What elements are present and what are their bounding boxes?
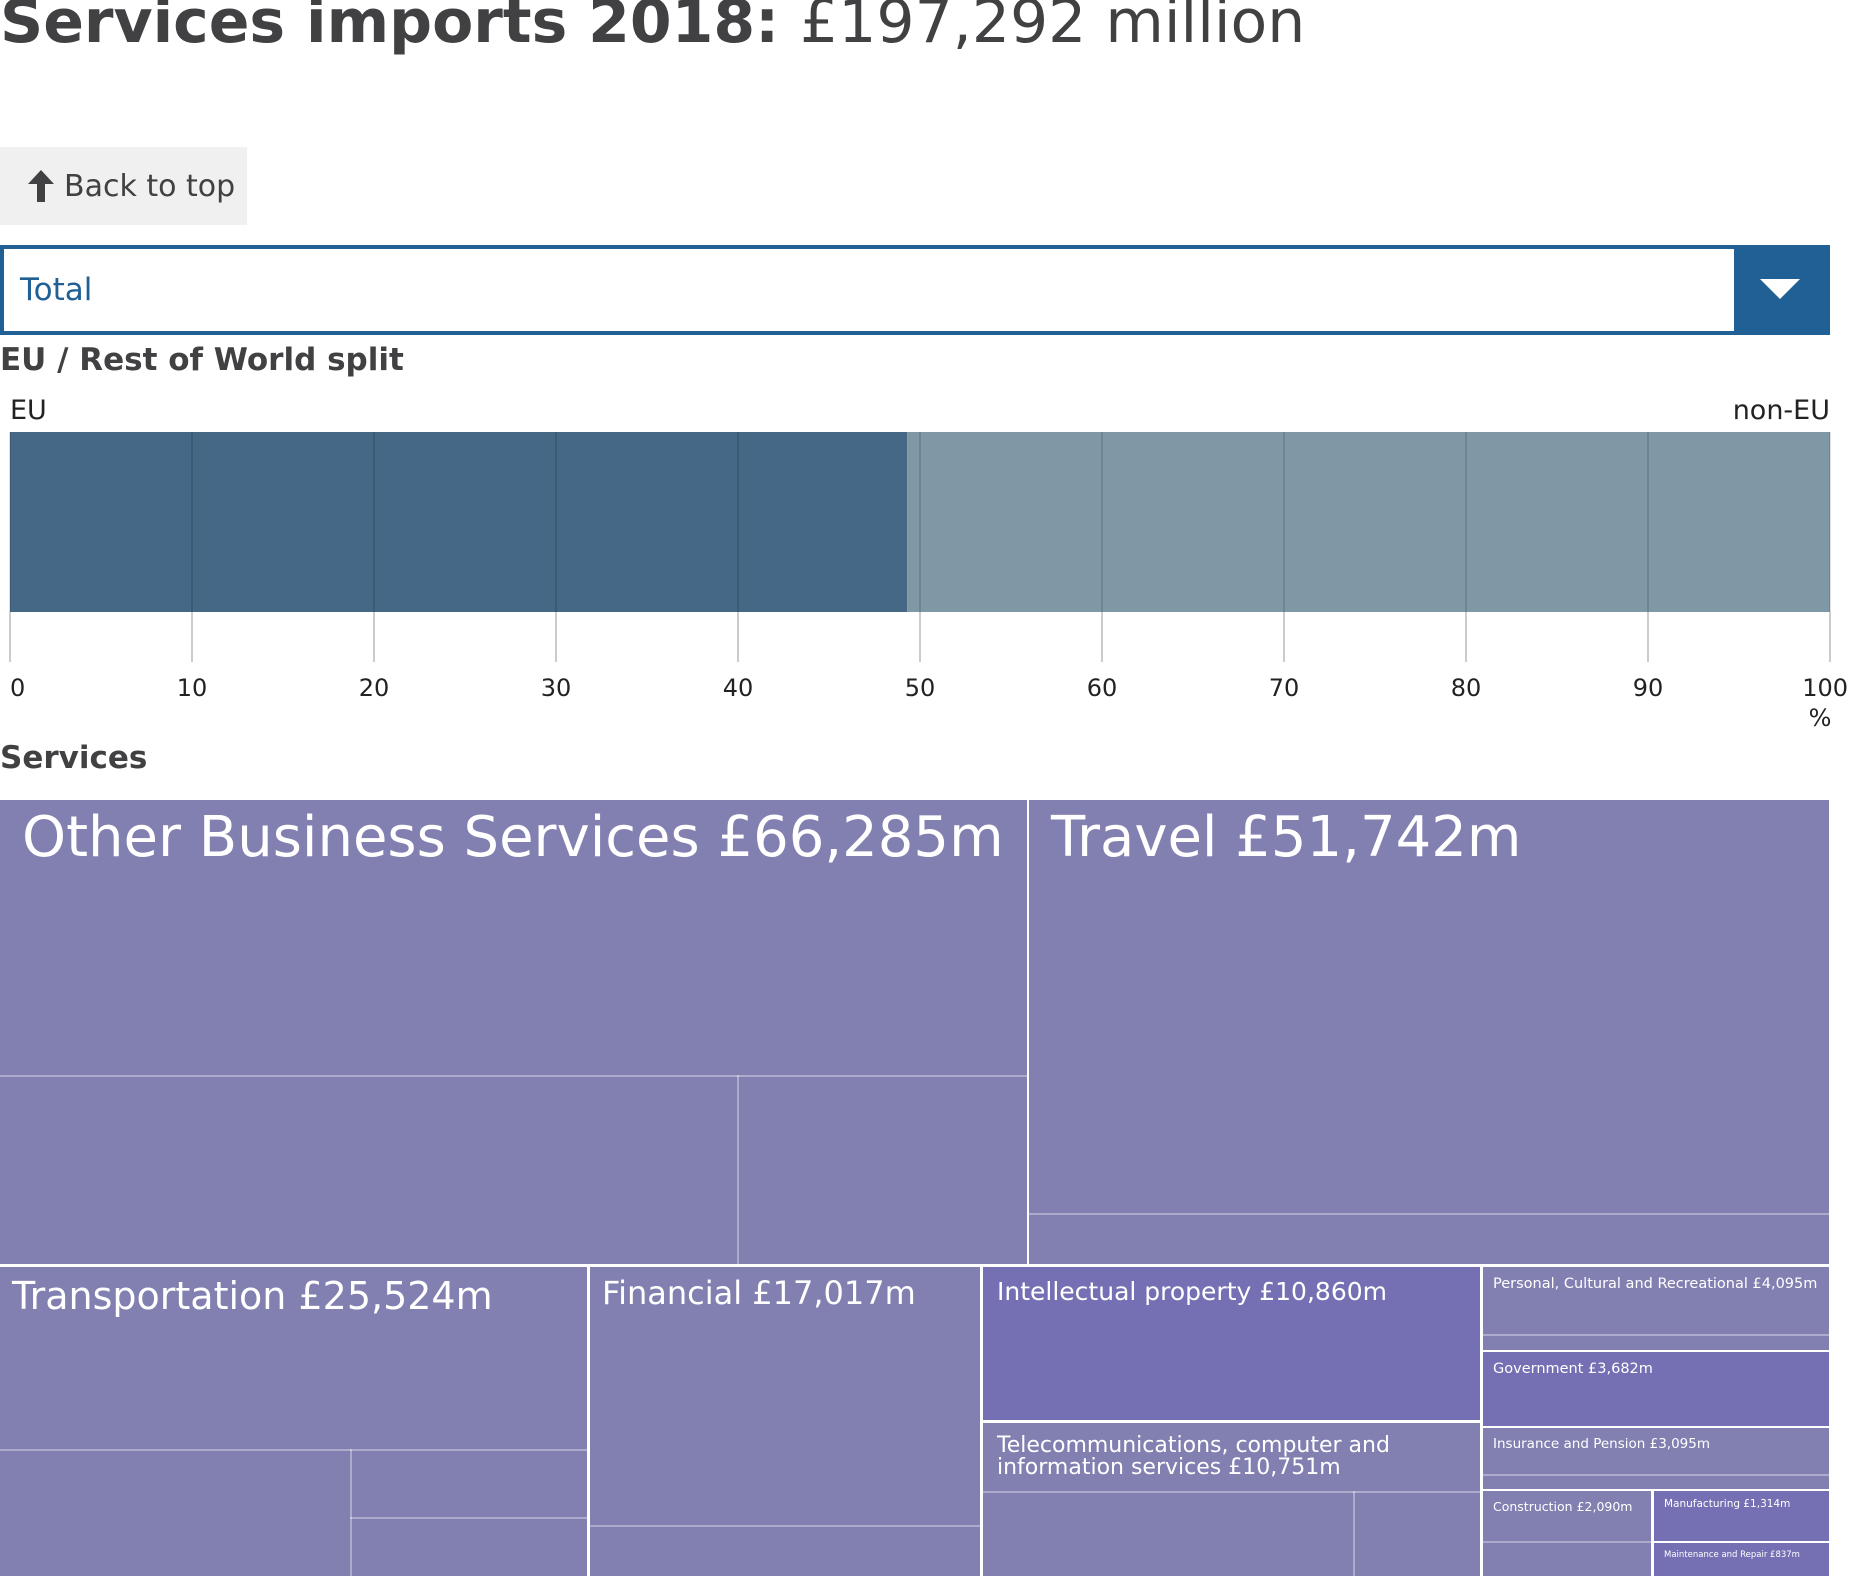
category-select-value: Total: [20, 272, 93, 308]
back-to-top-label: Back to top: [64, 168, 236, 204]
non-eu-label: non-EU: [1732, 395, 1830, 426]
treemap-cell-label: Intellectual property £10,860m: [997, 1277, 1387, 1306]
title-value: £197,292 million: [800, 0, 1306, 57]
split-tick-label: 30: [541, 674, 572, 702]
treemap-cell-label: Transportation £25,524m: [12, 1274, 493, 1318]
split-axis-unit: %: [1809, 704, 1832, 730]
treemap-cell: Government £3,682m: [1483, 1352, 1829, 1426]
treemap-cell-label: Financial £17,017m: [602, 1274, 916, 1312]
treemap-cell: Intellectual property £10,860m: [983, 1267, 1480, 1420]
category-select[interactable]: Total: [0, 245, 1830, 335]
split-tick-label: 80: [1451, 674, 1482, 702]
treemap-cell: Manufacturing £1,314m: [1654, 1491, 1829, 1541]
treemap-subdivision: [1483, 1334, 1829, 1336]
treemap-cell-label: Insurance and Pension £3,095m: [1493, 1436, 1711, 1452]
treemap-subdivision: [1483, 1474, 1829, 1476]
treemap-cell-label: Telecommunications, computer and informa…: [997, 1433, 1390, 1480]
split-bar-eu: [10, 432, 908, 612]
treemap-cell: Maintenance and Repair £837m: [1654, 1543, 1829, 1576]
arrow-up-icon: [28, 170, 54, 202]
split-tick-label: 60: [1087, 674, 1118, 702]
treemap-cell-label: Personal, Cultural and Recreational £4,0…: [1493, 1276, 1818, 1292]
treemap-subdivision: [1483, 1541, 1651, 1543]
split-tick-label: 90: [1633, 674, 1664, 702]
back-to-top-button[interactable]: Back to top: [0, 147, 247, 225]
treemap-subdivision: [0, 1075, 1027, 1077]
treemap-cell-label: Manufacturing £1,314m: [1664, 1498, 1791, 1510]
chevron-down-icon: [1760, 279, 1800, 299]
eu-label: EU: [10, 395, 47, 426]
treemap-cell-label: Travel £51,742m: [1051, 805, 1522, 870]
title-strong: Services imports 2018:: [0, 0, 780, 57]
treemap-subdivision: [737, 1075, 739, 1264]
treemap-cell: Personal, Cultural and Recreational £4,0…: [1483, 1267, 1829, 1350]
treemap-cell: Financial £17,017m: [590, 1267, 980, 1576]
treemap-cell: Travel £51,742m: [1029, 800, 1829, 1264]
treemap-cell-label: Construction £2,090m: [1493, 1499, 1633, 1514]
treemap-cell: Telecommunications, computer and informa…: [983, 1423, 1480, 1576]
split-tick-label: 40: [723, 674, 754, 702]
treemap-cell: Transportation £25,524m: [0, 1267, 587, 1576]
treemap-subdivision: [590, 1525, 980, 1527]
treemap-subdivision: [0, 1449, 587, 1451]
treemap-subdivision: [1029, 1213, 1829, 1215]
treemap-cell-label: Other Business Services £66,285m: [22, 805, 1004, 870]
split-tick-label: 50: [905, 674, 936, 702]
treemap-cell: Construction £2,090m: [1483, 1491, 1651, 1576]
treemap-subdivision: [350, 1449, 352, 1576]
treemap-cell: Other Business Services £66,285m: [0, 800, 1027, 1264]
select-toggle[interactable]: [1734, 249, 1826, 331]
treemap-cell-label: Maintenance and Repair £837m: [1664, 1550, 1800, 1560]
split-tick-label: 20: [359, 674, 390, 702]
split-bar-non-eu: [907, 432, 1830, 612]
treemap-subdivision: [1353, 1491, 1355, 1576]
services-section-title: Services: [0, 740, 148, 776]
treemap-subdivision: [350, 1517, 587, 1519]
treemap-cell: Insurance and Pension £3,095m: [1483, 1428, 1829, 1489]
eu-split-chart: 0 10 20 30 40 50 60 70 80 90 100%: [9, 432, 1848, 730]
split-tick-label: 100: [1802, 674, 1848, 702]
treemap-cell-label: Government £3,682m: [1493, 1361, 1653, 1377]
split-section-title: EU / Rest of World split: [0, 342, 404, 378]
split-tick-label: 70: [1269, 674, 1300, 702]
treemap-subdivision: [983, 1491, 1480, 1493]
split-tick-label: 0: [10, 674, 25, 702]
split-tick-label: 10: [177, 674, 208, 702]
page-title: Services imports 2018: £197,292 million: [0, 0, 1305, 64]
